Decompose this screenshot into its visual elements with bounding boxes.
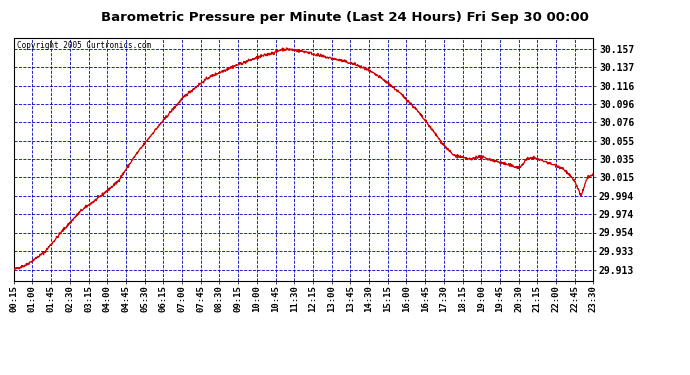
Text: Copyright 2005 Curtronics.com: Copyright 2005 Curtronics.com — [17, 41, 151, 50]
Text: Barometric Pressure per Minute (Last 24 Hours) Fri Sep 30 00:00: Barometric Pressure per Minute (Last 24 … — [101, 11, 589, 24]
